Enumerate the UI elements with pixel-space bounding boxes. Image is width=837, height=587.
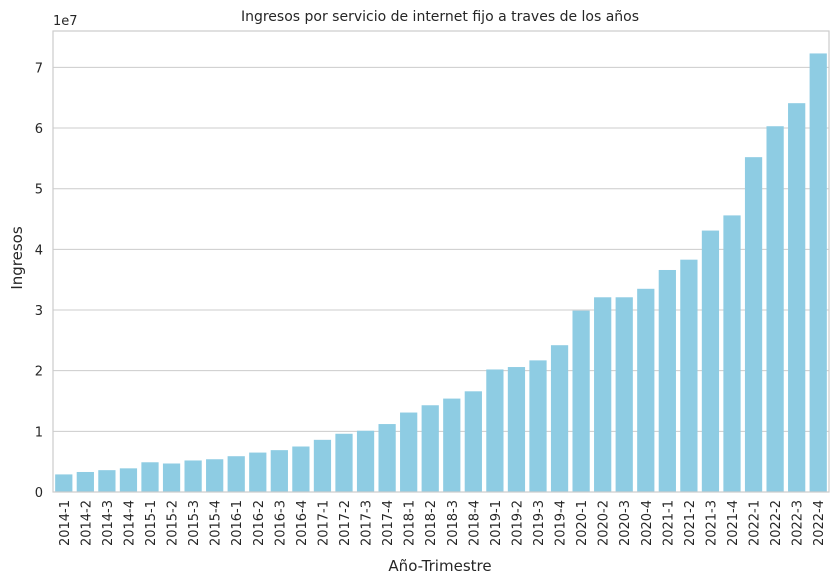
y-axis-offset-label: 1e7 bbox=[53, 14, 78, 29]
x-tick-label: 2014-2 bbox=[79, 500, 94, 546]
y-axis-label: Ingresos bbox=[8, 226, 26, 290]
bar-2014-1 bbox=[55, 474, 73, 492]
y-tick-label: 7 bbox=[35, 61, 43, 76]
x-tick-label: 2016-4 bbox=[295, 500, 310, 546]
x-tick-label: 2017-2 bbox=[338, 500, 353, 546]
bar-2019-1 bbox=[486, 369, 504, 492]
x-tick-label: 2022-1 bbox=[748, 500, 763, 546]
bar-2022-3 bbox=[788, 103, 806, 492]
x-tick-label: 2018-4 bbox=[467, 500, 482, 546]
bar-2019-3 bbox=[529, 360, 547, 492]
x-tick-label: 2019-1 bbox=[489, 500, 504, 546]
bar-2017-3 bbox=[356, 430, 375, 492]
bar-2016-3 bbox=[270, 450, 288, 492]
bar-2017-2 bbox=[335, 433, 353, 492]
x-tick-label: 2018-2 bbox=[424, 500, 439, 546]
chart-title: Ingresos por servicio de internet fijo a… bbox=[241, 9, 639, 25]
bar-2020-4 bbox=[637, 288, 655, 492]
x-tick-label: 2014-1 bbox=[58, 500, 73, 546]
x-axis-label: Año-Trimestre bbox=[388, 557, 491, 575]
bar-2016-1 bbox=[227, 456, 245, 492]
y-tick-label: 4 bbox=[35, 243, 43, 258]
bar-2022-2 bbox=[766, 126, 784, 492]
x-tick-label: 2020-2 bbox=[597, 500, 612, 546]
x-tick-label: 2016-2 bbox=[252, 500, 267, 546]
x-tick-labels: 2014-1 2014-2 2014-3 2014-4 2015-1 2015-2 2015… bbox=[58, 500, 827, 546]
bar-2018-4 bbox=[464, 391, 482, 492]
x-tick-label: 2018-3 bbox=[446, 500, 461, 546]
x-tick-label: 2016-1 bbox=[230, 500, 245, 546]
bar-2020-1 bbox=[572, 310, 590, 492]
y-tick-label: 2 bbox=[35, 365, 43, 380]
x-tick-label: 2021-3 bbox=[704, 500, 719, 546]
bar-2021-1 bbox=[658, 269, 676, 492]
bar-2017-4 bbox=[378, 424, 396, 492]
y-tick-label: 6 bbox=[35, 122, 43, 137]
bar-2015-1 bbox=[141, 462, 159, 492]
x-tick-label: 2022-3 bbox=[791, 500, 806, 546]
bar-2016-2 bbox=[249, 452, 267, 492]
bar-2014-4 bbox=[119, 468, 138, 492]
x-tick-label: 2020-4 bbox=[640, 500, 655, 546]
x-tick-label: 2021-2 bbox=[683, 500, 698, 546]
bar-2021-2 bbox=[680, 259, 698, 492]
x-tick-label: 2015-2 bbox=[166, 500, 181, 546]
y-tick-labels: 0 1 2 3 4 5 6 7 bbox=[35, 61, 43, 501]
bar-2018-1 bbox=[400, 412, 418, 492]
bar-2014-2 bbox=[76, 471, 94, 492]
x-tick-label: 2014-4 bbox=[122, 500, 137, 546]
y-tick-label: 5 bbox=[35, 183, 43, 198]
bar-2015-2 bbox=[162, 463, 181, 492]
bar-2019-2 bbox=[507, 367, 526, 492]
bar-2022-1 bbox=[744, 157, 763, 492]
x-tick-label: 2018-1 bbox=[403, 500, 418, 546]
x-tick-label: 2020-1 bbox=[575, 500, 590, 546]
x-tick-label: 2016-3 bbox=[273, 500, 288, 546]
x-tick-label: 2021-1 bbox=[661, 500, 676, 546]
x-tick-label: 2019-4 bbox=[554, 500, 569, 546]
x-tick-label: 2015-1 bbox=[144, 500, 159, 546]
bar-2021-3 bbox=[701, 230, 720, 493]
bar-2019-4 bbox=[550, 345, 569, 492]
bar-2021-4 bbox=[723, 215, 741, 492]
bar-2022-4 bbox=[809, 53, 827, 492]
x-tick-label: 2021-4 bbox=[726, 500, 741, 546]
bars bbox=[55, 53, 827, 493]
bar-2017-1 bbox=[313, 439, 332, 492]
bar-2015-3 bbox=[184, 460, 202, 492]
x-tick-label: 2017-1 bbox=[316, 500, 331, 546]
bar-2018-3 bbox=[443, 398, 461, 492]
bar-2020-2 bbox=[594, 297, 612, 492]
x-tick-label: 2019-3 bbox=[532, 500, 547, 546]
bar-2014-3 bbox=[98, 470, 116, 492]
x-tick-label: 2022-4 bbox=[812, 500, 827, 546]
x-tick-label: 2022-2 bbox=[769, 500, 784, 546]
x-tick-label: 2020-3 bbox=[618, 500, 633, 546]
bar-2015-4 bbox=[206, 459, 224, 492]
x-tick-label: 2017-4 bbox=[381, 500, 396, 546]
x-tick-label: 2019-2 bbox=[510, 500, 525, 546]
bar-2020-3 bbox=[615, 297, 633, 492]
plot-frame bbox=[52, 30, 830, 493]
x-tick-label: 2015-3 bbox=[187, 500, 202, 546]
y-tick-label: 0 bbox=[35, 486, 43, 501]
x-tick-label: 2014-3 bbox=[101, 500, 116, 546]
bar-2016-4 bbox=[292, 446, 310, 492]
bar-2018-2 bbox=[421, 405, 439, 492]
y-gridlines bbox=[53, 66, 829, 432]
x-tick-label: 2017-3 bbox=[360, 500, 375, 546]
x-tick-label: 2015-4 bbox=[209, 500, 224, 546]
y-tick-label: 3 bbox=[35, 304, 43, 319]
y-tick-label: 1 bbox=[35, 425, 43, 440]
